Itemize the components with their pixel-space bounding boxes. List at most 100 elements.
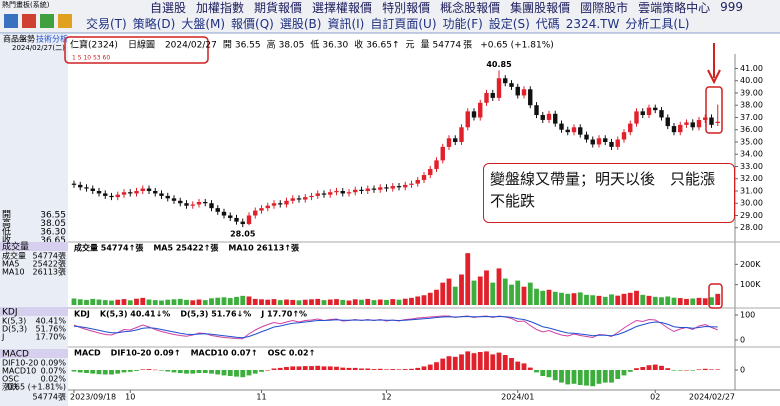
bar [690,370,696,371]
sub-tab[interactable]: 技術分析 [36,34,68,44]
bar [402,369,408,370]
bar [265,299,271,305]
bar [490,354,496,370]
menu-item[interactable]: 代碼 [535,17,560,31]
icon[interactable] [58,14,72,28]
bar [590,295,596,305]
bar [665,296,671,305]
field-label: 低 [310,39,319,51]
bar [640,367,646,370]
bar [565,370,571,385]
plot: 28.00 29.00 30.00 31.00 32.00 33.00 34.00 35.00… [68,60,780,402]
menu-item[interactable]: 資訊(I) [327,17,365,31]
tab-row: 自選股 加權指數 期貨報價 選擇權報價 特別報價 概念股報價 集團股報價 國際股市 雲端策略中心… [150,0,753,15]
y-tick-label: 34.00 [740,150,763,159]
candle-body [71,183,77,185]
candle-body [565,129,570,133]
tab[interactable]: 國際股市 [580,0,629,15]
bar [615,295,621,305]
menu-item[interactable]: 功能(F) [442,17,483,31]
sub-tab[interactable]: 商品盤勢 [3,34,35,44]
y-tick-label: 40.00 [740,76,763,85]
tab[interactable]: 自選股 [150,0,187,15]
menu-item[interactable]: 自訂頁面(U) [370,17,437,31]
bar [246,296,252,305]
icon[interactable] [22,14,36,28]
candle-body [515,86,520,96]
menu-item[interactable]: 策略(D) [132,17,176,31]
tab[interactable]: 集團股報價 [510,0,571,15]
candle-body [390,186,395,189]
bar [171,370,177,373]
bar [302,366,308,370]
bar [402,298,408,305]
header: 仁寶(2324) 日線圖 2024/02/27 開 36.55 高 38.05 低 36.30 收… [70,39,554,51]
bar [121,370,127,373]
quote-label: 收 [2,234,11,246]
quote-value: 36.65 [40,236,66,246]
bar [571,293,577,305]
menu-item[interactable]: 報價(Q) [231,17,274,31]
bar [190,300,196,305]
candle-body [428,168,433,176]
tab[interactable]: 加權指數 [196,0,245,15]
candle-body [715,121,720,123]
x-tick-label: 12 [381,393,391,402]
icon[interactable] [4,14,18,28]
tab[interactable]: 999 [720,0,744,14]
bar [346,367,352,370]
bar [334,366,339,370]
bar [496,268,502,305]
row-label: OSC [2,375,19,384]
menu-item[interactable]: 交易(T) [86,17,127,31]
bar [315,365,321,370]
candle-body [340,190,345,194]
tab[interactable]: 概念股報價 [440,0,501,15]
menu-item[interactable]: 設定(S) [488,17,530,31]
low-label: 28.05 [230,230,256,239]
candle-body [215,208,220,212]
legend-entry: 成交量 54774↑張 [74,243,144,253]
candle-body [246,215,252,225]
bar [327,299,333,305]
menu-item[interactable]: 2324.TW [565,16,620,31]
menu-item[interactable]: 大盤(M) [181,17,226,31]
bar [621,293,627,305]
candle-body [690,122,695,128]
bar [609,370,614,383]
bar [290,299,296,305]
bar [515,361,521,370]
y-tick-label: 36.00 [740,125,763,134]
bar [227,370,233,376]
row-label: K(5,3) [2,317,26,326]
quote-label: 低 [2,226,11,238]
candle-body [421,175,427,180]
field-label: 量 [421,40,430,51]
tab[interactable]: 期貨報價 [254,0,303,15]
toolbar-bg [0,0,780,33]
menu-item[interactable]: 分析工具(L) [625,17,690,31]
bar [659,365,664,370]
bar [396,299,402,305]
bar [296,366,302,370]
bar [552,291,558,305]
bar [146,369,152,370]
bar [240,295,246,305]
tab[interactable]: 選擇權報價 [312,0,373,15]
bar [202,370,208,373]
field-value: 36.30 [322,41,348,51]
candle-body [303,197,308,200]
bar [677,298,683,305]
tab[interactable]: 特別報價 [382,0,431,15]
bar [465,351,471,370]
tab[interactable]: 雲端策略中心 [638,0,711,15]
bar [202,300,208,305]
menu-item[interactable]: 選股(B) [279,17,322,31]
menu-row: 交易(T) 策略(D) 大盤(M) 報價(Q) 選股(B) 資訊(I) 自訂頁面(U) 功能(… [86,15,695,32]
candle-body [278,203,283,205]
legend-entry: MA5 25422↑張 [153,244,219,253]
icon[interactable] [40,14,54,28]
candle-body [609,141,614,147]
quote-value: 36.30 [40,228,66,238]
